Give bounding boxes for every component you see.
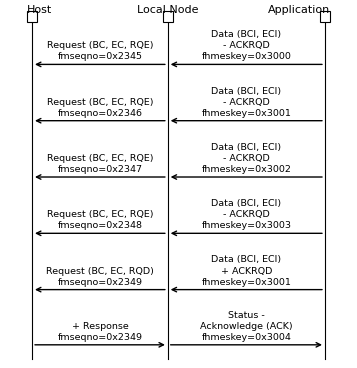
FancyBboxPatch shape	[27, 11, 37, 22]
Text: Status -
Acknowledge (ACK)
fhmeskey=0x3004: Status - Acknowledge (ACK) fhmeskey=0x30…	[200, 311, 293, 342]
FancyBboxPatch shape	[320, 11, 330, 22]
Text: Application: Application	[268, 5, 330, 15]
Text: Request (BC, EC, RQE)
fmseqno=0x2345: Request (BC, EC, RQE) fmseqno=0x2345	[47, 41, 153, 61]
Text: Request (BC, EC, RQE)
fmseqno=0x2347: Request (BC, EC, RQE) fmseqno=0x2347	[47, 154, 153, 174]
Text: Request (BC, EC, RQD)
fmseqno=0x2349: Request (BC, EC, RQD) fmseqno=0x2349	[46, 266, 154, 287]
Text: Data (BCI, ECI)
- ACKRQD
fhmeskey=0x3003: Data (BCI, ECI) - ACKRQD fhmeskey=0x3003	[201, 199, 291, 230]
Text: Data (BCI, ECI)
- ACKRQD
fhmeskey=0x3002: Data (BCI, ECI) - ACKRQD fhmeskey=0x3002	[201, 143, 291, 174]
Text: Request (BC, EC, RQE)
fmseqno=0x2348: Request (BC, EC, RQE) fmseqno=0x2348	[47, 210, 153, 230]
Text: Request (BC, EC, RQE)
fmseqno=0x2346: Request (BC, EC, RQE) fmseqno=0x2346	[47, 98, 153, 118]
FancyBboxPatch shape	[163, 11, 173, 22]
Text: Data (BCI, ECI)
+ ACKRQD
fhmeskey=0x3001: Data (BCI, ECI) + ACKRQD fhmeskey=0x3001	[201, 255, 291, 287]
Text: Data (BCI, ECI)
- ACKRQD
fhmeskey=0x3001: Data (BCI, ECI) - ACKRQD fhmeskey=0x3001	[201, 86, 291, 118]
Text: + Response
fmseqno=0x2349: + Response fmseqno=0x2349	[57, 322, 142, 342]
Text: Data (BCI, ECI)
- ACKRQD
fhmeskey=0x3000: Data (BCI, ECI) - ACKRQD fhmeskey=0x3000	[201, 30, 291, 61]
Text: Local Node: Local Node	[137, 5, 198, 15]
Text: Host: Host	[27, 5, 52, 15]
